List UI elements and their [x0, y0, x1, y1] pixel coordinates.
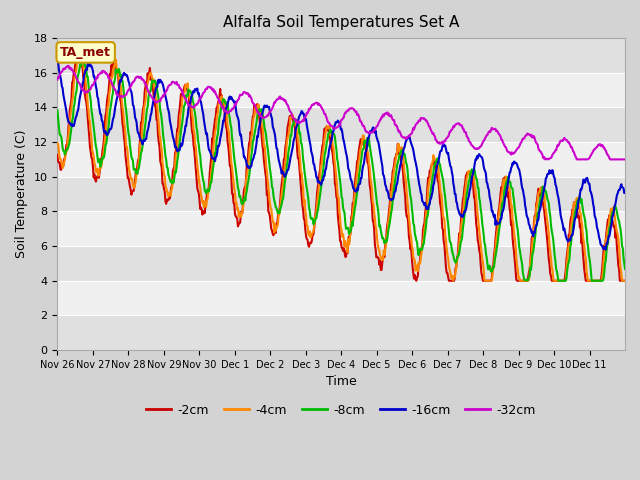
- Bar: [58, 38, 625, 73]
- Text: TA_met: TA_met: [60, 46, 111, 59]
- Bar: [58, 73, 625, 108]
- Y-axis label: Soil Temperature (C): Soil Temperature (C): [15, 130, 28, 258]
- Bar: [58, 246, 625, 281]
- X-axis label: Time: Time: [326, 375, 356, 388]
- Bar: [58, 177, 625, 211]
- Bar: [58, 211, 625, 246]
- Bar: [58, 315, 625, 350]
- Title: Alfalfa Soil Temperatures Set A: Alfalfa Soil Temperatures Set A: [223, 15, 460, 30]
- Bar: [58, 108, 625, 142]
- Legend: -2cm, -4cm, -8cm, -16cm, -32cm: -2cm, -4cm, -8cm, -16cm, -32cm: [141, 399, 541, 422]
- Bar: [58, 281, 625, 315]
- Bar: [58, 142, 625, 177]
